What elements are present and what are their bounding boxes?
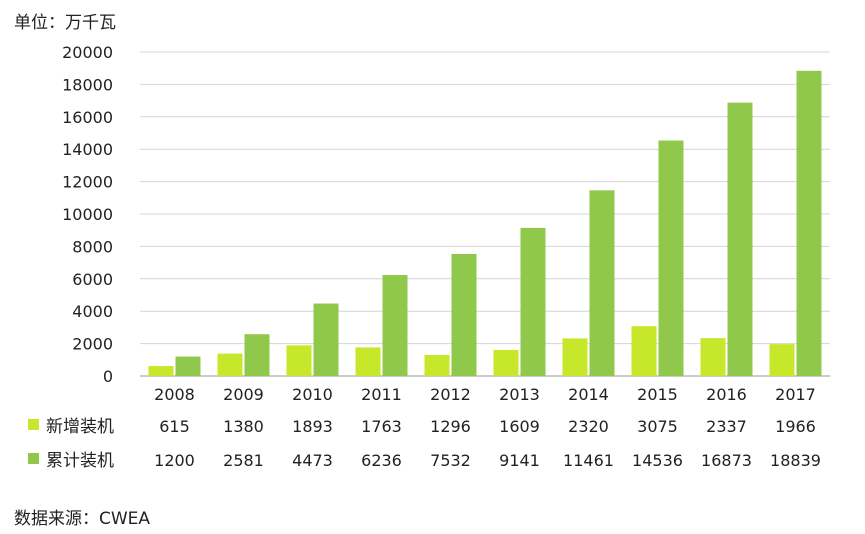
x-tick-label: 2014 bbox=[568, 385, 609, 404]
table-cell-new: 1380 bbox=[223, 417, 264, 436]
table-cell-new: 2337 bbox=[706, 417, 747, 436]
unit-label: 单位：万千瓦 bbox=[14, 13, 116, 33]
table-cell-cumulative: 7532 bbox=[430, 451, 471, 470]
y-tick-label: 16000 bbox=[62, 108, 113, 127]
bar-cumulative-2013 bbox=[520, 227, 546, 376]
bar-new-2016 bbox=[700, 338, 726, 376]
bar-new-2008 bbox=[148, 366, 174, 376]
table-cell-cumulative: 16873 bbox=[701, 451, 752, 470]
table-cell-new: 1609 bbox=[499, 417, 540, 436]
bar-cumulative-2008 bbox=[175, 356, 201, 376]
table-cell-new: 3075 bbox=[637, 417, 678, 436]
bar-new-2013 bbox=[493, 349, 519, 376]
bar-cumulative-2010 bbox=[313, 303, 339, 376]
table-cell-cumulative: 18839 bbox=[770, 451, 821, 470]
bar-new-2015 bbox=[631, 326, 657, 376]
x-tick-label: 2012 bbox=[430, 385, 471, 404]
table-cell-cumulative: 1200 bbox=[154, 451, 195, 470]
bar-new-2012 bbox=[424, 355, 450, 376]
bar-cumulative-2016 bbox=[727, 102, 753, 376]
table-cell-cumulative: 4473 bbox=[292, 451, 333, 470]
table-cell-new: 1296 bbox=[430, 417, 471, 436]
x-tick-label: 2011 bbox=[361, 385, 402, 404]
bar-cumulative-2012 bbox=[451, 253, 477, 376]
table-cell-new: 1893 bbox=[292, 417, 333, 436]
table-cell-cumulative: 2581 bbox=[223, 451, 264, 470]
legend-swatch-new bbox=[28, 419, 39, 430]
x-tick-label: 2008 bbox=[154, 385, 195, 404]
y-tick-label: 20000 bbox=[62, 43, 113, 62]
bar-cumulative-2011 bbox=[382, 274, 408, 376]
y-tick-label: 4000 bbox=[72, 302, 113, 321]
x-tick-label: 2009 bbox=[223, 385, 264, 404]
table-cell-new: 615 bbox=[159, 417, 190, 436]
y-tick-label: 2000 bbox=[72, 335, 113, 354]
table-cell-new: 2320 bbox=[568, 417, 609, 436]
legend-swatch-cumulative bbox=[28, 453, 39, 464]
x-tick-label: 2015 bbox=[637, 385, 678, 404]
table-cell-cumulative: 9141 bbox=[499, 451, 540, 470]
bar-new-2014 bbox=[562, 338, 588, 376]
table-cell-new: 1966 bbox=[775, 417, 816, 436]
legend-label-new: 新增装机 bbox=[46, 417, 114, 437]
y-tick-label: 14000 bbox=[62, 140, 113, 159]
x-tick-label: 2010 bbox=[292, 385, 333, 404]
x-tick-label: 2017 bbox=[775, 385, 816, 404]
table-cell-cumulative: 6236 bbox=[361, 451, 402, 470]
bar-new-2009 bbox=[217, 353, 243, 376]
bar-new-2017 bbox=[769, 344, 795, 376]
bar-cumulative-2017 bbox=[796, 70, 822, 376]
x-tick-label: 2013 bbox=[499, 385, 540, 404]
y-tick-label: 6000 bbox=[72, 270, 113, 289]
bar-cumulative-2014 bbox=[589, 190, 615, 376]
legend-label-cumulative: 累计装机 bbox=[46, 451, 114, 471]
y-tick-label: 12000 bbox=[62, 173, 113, 192]
y-tick-label: 8000 bbox=[72, 237, 113, 256]
table-cell-cumulative: 11461 bbox=[563, 451, 614, 470]
source-label: 数据来源：CWEA bbox=[14, 509, 151, 529]
y-tick-label: 10000 bbox=[62, 205, 113, 224]
y-tick-label: 0 bbox=[103, 367, 113, 386]
bar-new-2010 bbox=[286, 345, 312, 376]
bar-cumulative-2009 bbox=[244, 334, 270, 376]
table-cell-new: 1763 bbox=[361, 417, 402, 436]
table-cell-cumulative: 14536 bbox=[632, 451, 683, 470]
x-tick-label: 2016 bbox=[706, 385, 747, 404]
y-tick-label: 18000 bbox=[62, 75, 113, 94]
bar-new-2011 bbox=[355, 347, 381, 376]
bar-cumulative-2015 bbox=[658, 140, 684, 376]
